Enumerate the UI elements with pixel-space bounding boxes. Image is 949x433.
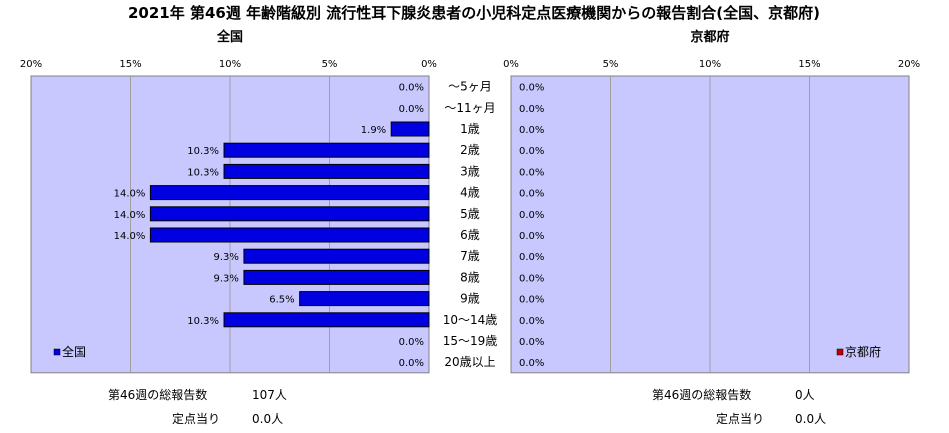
national-data-label: 6.5%: [269, 295, 294, 306]
national-panel: 20% 15% 10% 5% 0% 0.0% 0.0% 1.9% 10.3% 10.3% 14.0%…: [20, 59, 437, 374]
kyoto-data-label: 0.0%: [519, 189, 544, 200]
kyoto-tick-label: 15%: [798, 59, 820, 70]
kyoto-data-label: 0.0%: [519, 295, 544, 306]
national-bar: [149, 185, 430, 201]
national-tick-label: 5%: [322, 59, 338, 70]
national-data-label: 10.3%: [187, 167, 219, 178]
kyoto-legend: 京都府: [836, 344, 881, 359]
national-bar: [149, 206, 430, 222]
kyoto-total-value: 0人: [795, 388, 815, 402]
national-bar: [243, 248, 430, 264]
kyoto-legend-swatch: [836, 348, 844, 356]
kyoto-tick-label: 5%: [603, 59, 619, 70]
kyoto-tick-label: 10%: [699, 59, 721, 70]
national-data-label: 0.0%: [399, 104, 424, 115]
category-label: 5歳: [460, 207, 480, 221]
category-label: 3歳: [460, 164, 480, 178]
national-bar: [223, 142, 430, 158]
category-label: 9歳: [460, 292, 480, 306]
category-axis: ～5ヶ月 ～11ヶ月 1歳 2歳 3歳 4歳 5歳 6歳 7歳 8歳 9歳 10～14歳 15～19歳 2…: [443, 80, 498, 370]
kyoto-per-label: 定点当り: [716, 411, 764, 426]
national-subtitle: 全国: [216, 29, 243, 45]
category-label: 1歳: [460, 122, 480, 136]
category-label: 15～19歳: [443, 334, 498, 348]
category-label: ～11ヶ月: [444, 101, 495, 115]
national-bar: [149, 227, 430, 243]
category-label: 7歳: [460, 249, 480, 263]
national-data-label: 0.0%: [399, 337, 424, 348]
national-data-label: 14.0%: [114, 210, 146, 221]
national-per-value: 0.0人: [252, 412, 283, 426]
kyoto-data-label: 0.0%: [519, 252, 544, 263]
chart-title: 2021年 第46週 年齢階級別 流行性耳下腺炎患者の小児科定点医療機関からの報…: [128, 4, 820, 22]
national-data-label: 14.0%: [114, 189, 146, 200]
national-per-label: 定点当り: [172, 411, 220, 426]
national-tick-label: 20%: [20, 59, 42, 70]
national-data-label: 9.3%: [214, 252, 239, 263]
category-label: 20歳以上: [444, 355, 495, 369]
category-label: 8歳: [460, 270, 480, 284]
kyoto-data-label: 0.0%: [519, 231, 544, 242]
kyoto-data-label: 0.0%: [519, 146, 544, 157]
kyoto-data-label: 0.0%: [519, 167, 544, 178]
category-label: 10～14歳: [443, 313, 498, 327]
national-legend: 全国: [53, 344, 86, 359]
national-total-label: 第46週の総報告数: [108, 387, 207, 402]
national-data-label: 10.3%: [187, 316, 219, 327]
national-total-value: 107人: [252, 388, 287, 402]
national-data-label: 1.9%: [361, 125, 386, 136]
national-data-label: 10.3%: [187, 146, 219, 157]
category-label: 6歳: [460, 228, 480, 242]
kyoto-tick-label: 20%: [898, 59, 920, 70]
kyoto-tick-label: 0%: [503, 59, 519, 70]
category-label: 2歳: [460, 143, 480, 157]
national-data-label: 0.0%: [399, 358, 424, 369]
kyoto-data-label: 0.0%: [519, 125, 544, 136]
kyoto-data-label: 0.0%: [519, 337, 544, 348]
national-bar: [299, 291, 430, 307]
kyoto-data-label: 0.0%: [519, 104, 544, 115]
kyoto-data-label: 0.0%: [519, 358, 544, 369]
national-tick-label: 15%: [119, 59, 141, 70]
kyoto-data-label: 0.0%: [519, 316, 544, 327]
kyoto-data-label: 0.0%: [519, 273, 544, 284]
category-label: 4歳: [460, 186, 480, 200]
national-tick-label: 10%: [219, 59, 241, 70]
category-label: ～5ヶ月: [448, 80, 492, 94]
kyoto-data-label: 0.0%: [519, 210, 544, 221]
national-data-label: 0.0%: [399, 83, 424, 94]
national-legend-label: 全国: [62, 344, 86, 359]
national-bar: [390, 121, 430, 137]
kyoto-data-label: 0.0%: [519, 83, 544, 94]
kyoto-subtitle: 京都府: [690, 29, 729, 45]
national-bar: [223, 163, 430, 179]
kyoto-total-label: 第46週の総報告数: [652, 387, 751, 402]
national-data-label: 9.3%: [214, 273, 239, 284]
national-legend-swatch: [53, 348, 61, 356]
national-data-label: 14.0%: [114, 231, 146, 242]
national-bar: [223, 312, 430, 328]
kyoto-legend-label: 京都府: [845, 344, 881, 359]
national-bar: [243, 269, 430, 285]
national-tick-label: 0%: [421, 59, 437, 70]
kyoto-per-value: 0.0人: [795, 412, 826, 426]
kyoto-panel: 0% 5% 10% 15% 20% 0.0% 0.0% 0.0% 0.0% 0.0% 0.0% 0.0…: [503, 59, 920, 374]
